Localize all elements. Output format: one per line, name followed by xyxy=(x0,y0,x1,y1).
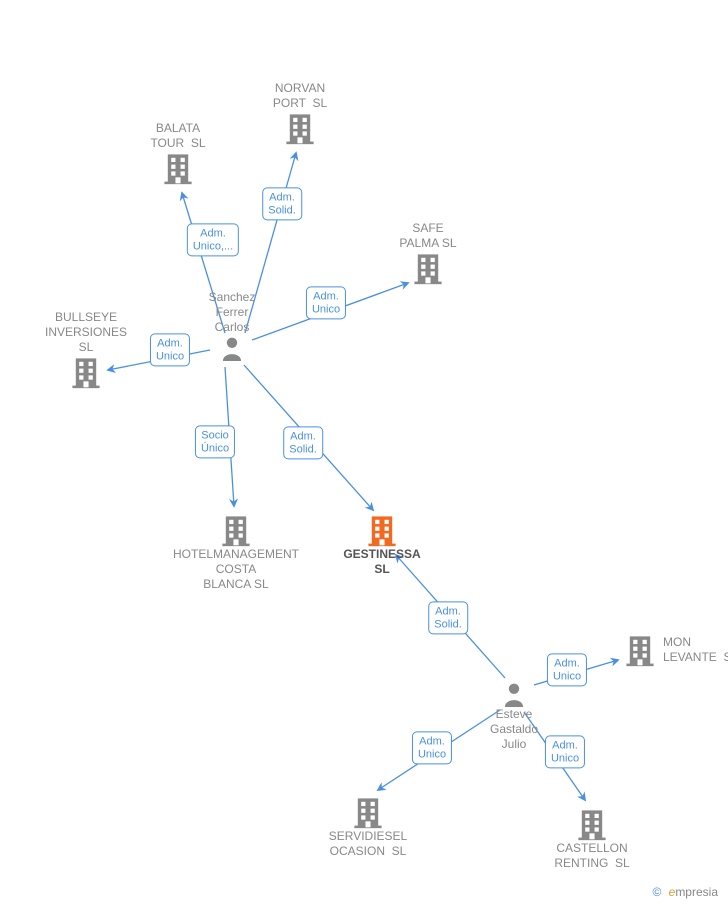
building-icon xyxy=(45,355,127,389)
node-label: Esteve Gastaldo Julio xyxy=(490,707,538,752)
node-balata[interactable]: BALATA TOUR SL xyxy=(150,121,205,185)
node-label: NORVAN PORT SL xyxy=(273,81,327,111)
person-icon xyxy=(490,681,538,707)
edge-label-sanchez-gestinessa: Adm. Solid. xyxy=(283,426,323,459)
node-label: GESTINESSA SL xyxy=(343,547,420,577)
node-mon[interactable]: MON LEVANTE SL xyxy=(623,633,728,667)
node-label: MON LEVANTE SL xyxy=(663,635,728,665)
person-icon xyxy=(209,335,256,361)
node-label: SERVIDIESEL OCASION SL xyxy=(329,829,407,859)
brand-rest: mpresia xyxy=(675,885,718,899)
node-servi[interactable]: SERVIDIESEL OCASION SL xyxy=(329,795,407,859)
edge-label-esteve-castellon: Adm. Unico xyxy=(545,735,585,768)
node-norvan[interactable]: NORVAN PORT SL xyxy=(273,81,327,145)
building-icon xyxy=(623,633,657,667)
edge-label-sanchez-safe: Adm. Unico xyxy=(306,286,346,319)
building-icon xyxy=(173,513,299,547)
edge-label-esteve-gestinessa: Adm. Solid. xyxy=(428,601,468,634)
edge-label-sanchez-balata: Adm. Unico,... xyxy=(187,223,239,256)
edge-label-sanchez-bullseye: Adm. Unico xyxy=(150,333,190,366)
edge-label-sanchez-hotelm: Socio Único xyxy=(195,425,235,458)
edge-label-sanchez-norvan: Adm. Solid. xyxy=(262,187,302,220)
copyright-symbol: © xyxy=(652,885,661,899)
node-sanchez[interactable]: Sanchez Ferrer Carlos xyxy=(209,290,256,361)
node-label: CASTELLON RENTING SL xyxy=(554,841,629,871)
copyright: © empresia xyxy=(652,885,718,899)
edge-label-esteve-servi: Adm. Unico xyxy=(412,731,452,764)
building-icon xyxy=(150,151,205,185)
building-icon xyxy=(343,513,420,547)
node-hotelm[interactable]: HOTELMANAGEMENT COSTA BLANCA SL xyxy=(173,513,299,592)
node-safe[interactable]: SAFE PALMA SL xyxy=(399,221,456,285)
node-castellon[interactable]: CASTELLON RENTING SL xyxy=(554,807,629,871)
node-label: BULLSEYE INVERSIONES SL xyxy=(45,310,127,355)
building-icon xyxy=(554,807,629,841)
edge-label-esteve-mon: Adm. Unico xyxy=(547,653,587,686)
diagram-stage: { "canvas": { "width": 728, "height": 90… xyxy=(0,0,728,905)
node-label: BALATA TOUR SL xyxy=(150,121,205,151)
edges-layer xyxy=(0,0,728,905)
node-esteve[interactable]: Esteve Gastaldo Julio xyxy=(490,681,538,752)
node-label: HOTELMANAGEMENT COSTA BLANCA SL xyxy=(173,547,299,592)
node-label: Sanchez Ferrer Carlos xyxy=(209,290,256,335)
building-icon xyxy=(329,795,407,829)
building-icon xyxy=(399,251,456,285)
building-icon xyxy=(273,111,327,145)
node-bullseye[interactable]: BULLSEYE INVERSIONES SL xyxy=(45,310,127,389)
node-gestinessa[interactable]: GESTINESSA SL xyxy=(343,513,420,577)
node-label: SAFE PALMA SL xyxy=(399,221,456,251)
